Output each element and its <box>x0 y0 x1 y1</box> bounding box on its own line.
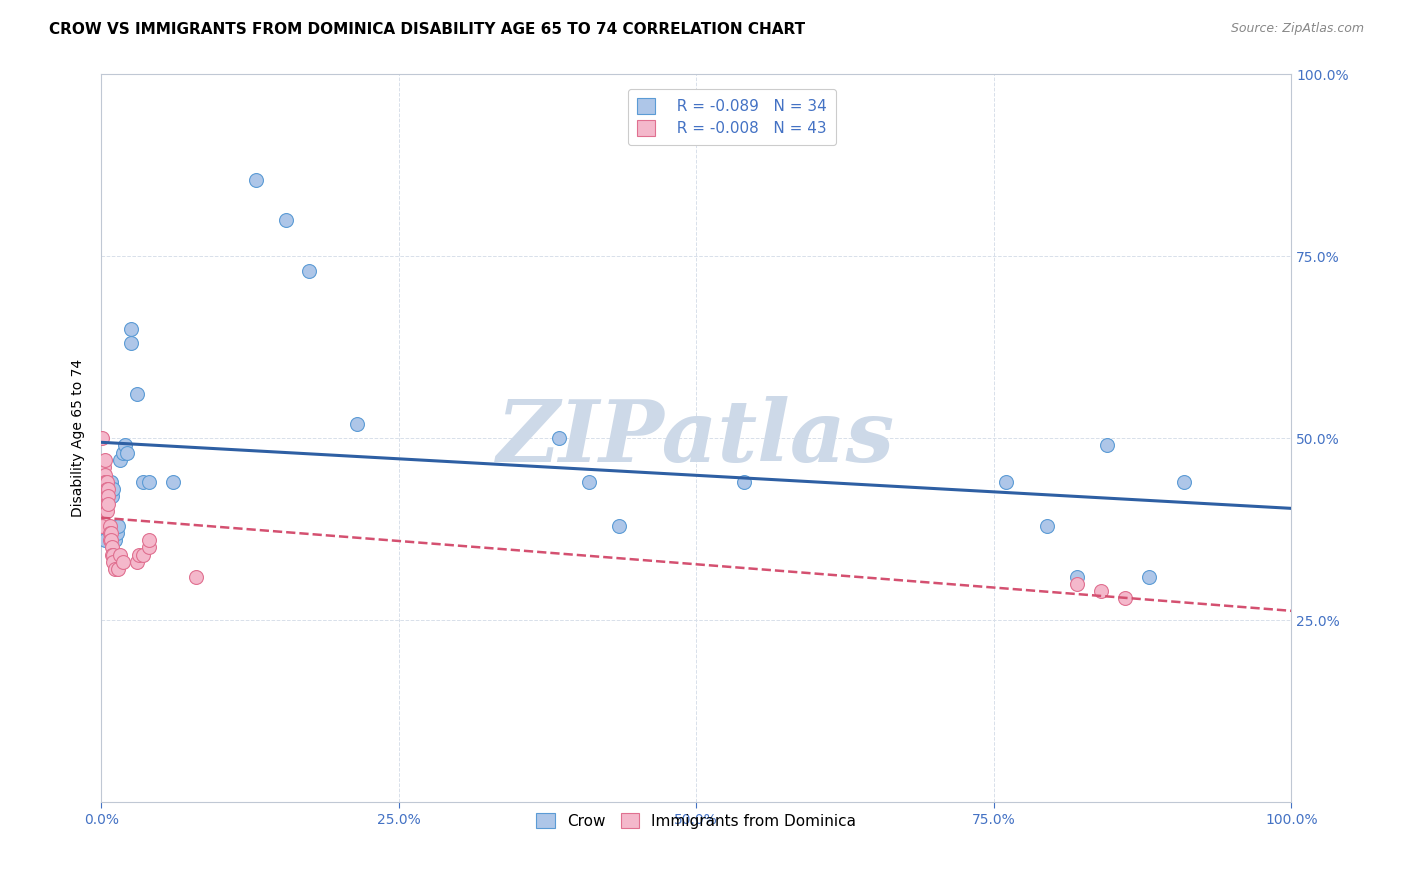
Point <box>94 504 117 518</box>
Point <box>101 482 124 496</box>
Point <box>94 475 117 489</box>
Point <box>578 475 600 489</box>
Point <box>101 490 124 504</box>
Point <box>128 548 150 562</box>
Point <box>94 467 117 482</box>
Point <box>96 475 118 489</box>
Point <box>1095 438 1118 452</box>
Point <box>110 453 132 467</box>
Point <box>138 541 160 555</box>
Point <box>1114 591 1136 606</box>
Point <box>117 446 139 460</box>
Point <box>100 475 122 489</box>
Point <box>98 490 121 504</box>
Point <box>111 555 134 569</box>
Point <box>98 518 121 533</box>
Point <box>97 482 120 496</box>
Point <box>94 497 117 511</box>
Point <box>101 548 124 562</box>
Point <box>101 555 124 569</box>
Point <box>94 533 117 547</box>
Point <box>107 518 129 533</box>
Point <box>105 525 128 540</box>
Point <box>94 482 117 496</box>
Point <box>1173 475 1195 489</box>
Point <box>274 212 297 227</box>
Point <box>111 446 134 460</box>
Point <box>125 555 148 569</box>
Point <box>120 336 142 351</box>
Text: ZIPatlas: ZIPatlas <box>498 396 896 480</box>
Point <box>93 482 115 496</box>
Point <box>120 322 142 336</box>
Point <box>548 431 571 445</box>
Point <box>98 525 121 540</box>
Point <box>346 417 368 431</box>
Point <box>1036 518 1059 533</box>
Point <box>103 533 125 547</box>
Point <box>91 490 114 504</box>
Point <box>104 562 127 576</box>
Point <box>94 475 117 489</box>
Point <box>733 475 755 489</box>
Point <box>1137 569 1160 583</box>
Point <box>994 475 1017 489</box>
Point <box>186 569 208 583</box>
Point <box>98 533 121 547</box>
Legend: Crow, Immigrants from Dominica: Crow, Immigrants from Dominica <box>530 806 862 835</box>
Point <box>138 533 160 547</box>
Point <box>104 533 127 547</box>
Point <box>96 497 118 511</box>
Point <box>107 562 129 576</box>
Point <box>96 482 118 496</box>
Point <box>298 263 321 277</box>
Point <box>100 525 122 540</box>
Point <box>97 490 120 504</box>
Point <box>245 172 267 186</box>
Point <box>97 497 120 511</box>
Point <box>1066 569 1088 583</box>
Point <box>1066 576 1088 591</box>
Point <box>94 453 117 467</box>
Point <box>91 431 114 445</box>
Point <box>138 475 160 489</box>
Point <box>96 475 118 489</box>
Point <box>162 475 184 489</box>
Point <box>132 548 155 562</box>
Point <box>96 504 118 518</box>
Point <box>100 533 122 547</box>
Point <box>110 548 132 562</box>
Point <box>101 541 124 555</box>
Point <box>93 460 115 475</box>
Text: Source: ZipAtlas.com: Source: ZipAtlas.com <box>1230 22 1364 36</box>
Point <box>125 387 148 401</box>
Point <box>101 548 124 562</box>
Point <box>91 518 114 533</box>
Point <box>93 490 115 504</box>
Point <box>114 438 136 452</box>
Y-axis label: Disability Age 65 to 74: Disability Age 65 to 74 <box>72 359 86 517</box>
Point <box>607 518 630 533</box>
Point <box>132 475 155 489</box>
Text: CROW VS IMMIGRANTS FROM DOMINICA DISABILITY AGE 65 TO 74 CORRELATION CHART: CROW VS IMMIGRANTS FROM DOMINICA DISABIL… <box>49 22 806 37</box>
Point <box>1090 584 1112 599</box>
Point <box>96 490 118 504</box>
